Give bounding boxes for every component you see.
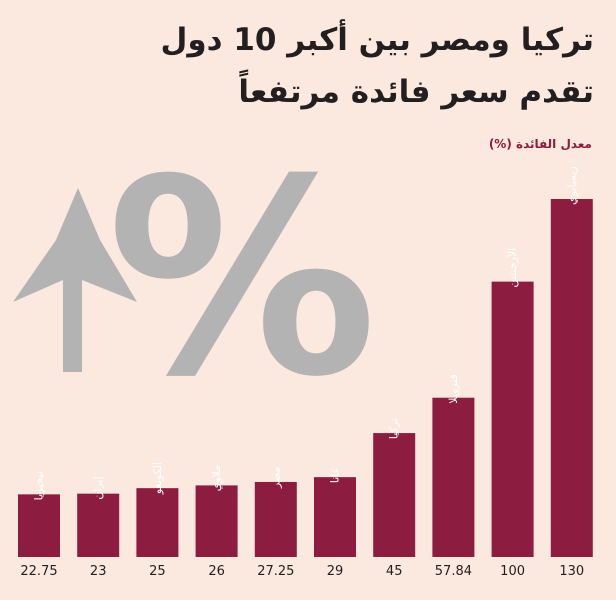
bar-value-label-9: 130 <box>559 564 584 579</box>
bar-4 <box>254 481 297 557</box>
bar-value-label-7: 57.84 <box>435 564 472 579</box>
bar-category-label-8: الأرجنتين <box>505 248 519 288</box>
bar-category-label-6: تركيا <box>388 418 401 439</box>
bar-category-label-0: نيجيريا <box>33 471 46 500</box>
bar-value-label-3: 26 <box>208 564 225 579</box>
bar-category-label-4: مصر <box>269 466 282 489</box>
bar-category-label-7: فنزويلا <box>447 374 460 404</box>
arrow-up-icon <box>13 188 137 372</box>
bar-value-label-1: 23 <box>90 564 107 579</box>
bar-category-label-1: إيران <box>92 476 105 499</box>
bar-3 <box>195 485 238 557</box>
bar-category-label-9: زيمبابوي <box>565 166 578 205</box>
percent-icon: % <box>107 121 378 436</box>
bar-value-label-2: 25 <box>149 564 166 579</box>
bar-0 <box>18 494 60 557</box>
bar-1 <box>77 493 120 557</box>
chart-title-line-1: تركيا ومصر بين أكبر 10 دول <box>160 22 594 58</box>
y-axis-label: معدل الفائدة (%) <box>488 137 592 151</box>
bar-category-label-5: غانا <box>329 467 342 483</box>
svg-text:%: % <box>107 121 378 436</box>
bar-value-label-0: 22.75 <box>20 564 57 579</box>
chart-title: تركيا ومصر بين أكبر 10 دول تقدم سعر فائد… <box>14 14 594 118</box>
bar-category-label-2: الكونغو <box>151 462 164 495</box>
bar-9 <box>550 199 593 557</box>
bar-value-label-5: 29 <box>327 564 344 579</box>
bar-value-label-8: 100 <box>500 564 525 579</box>
bar-2 <box>136 488 179 557</box>
bars-layer: نيجيريا 22.75 إيران 23 الكونغو 25 ملاوي 26 مصر 27… <box>18 166 593 579</box>
bar-6 <box>373 433 416 557</box>
bar-category-label-3: ملاوي <box>210 465 223 491</box>
bar-8 <box>491 281 534 557</box>
bar-value-label-6: 45 <box>386 564 403 579</box>
bar-7 <box>432 397 475 557</box>
bar-5 <box>314 477 356 557</box>
chart-title-line-2: تقدم سعر فائدة مرتفعاً <box>238 74 594 110</box>
bar-value-label-4: 27.25 <box>257 564 294 579</box>
